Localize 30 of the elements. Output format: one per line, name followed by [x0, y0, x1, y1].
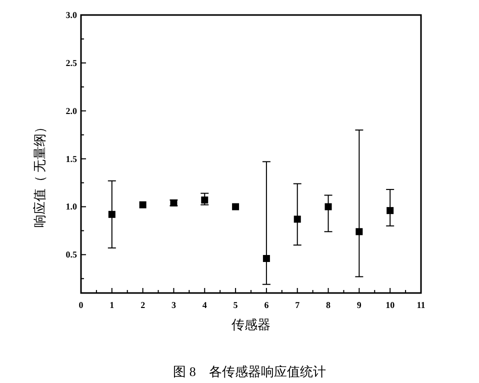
point [232, 203, 240, 210]
point [294, 216, 301, 223]
point [139, 201, 146, 208]
x-tick-label: 9 [356, 300, 362, 310]
y-axis-title: 响应值（ 无量纲） [32, 120, 47, 228]
y-tick-label: 3.0 [66, 10, 78, 20]
x-axis-title: 传感器 [232, 317, 270, 332]
x-tick-label: 3 [171, 300, 176, 310]
x-tick-label: 4 [202, 300, 208, 310]
point [201, 196, 208, 204]
y-tick-label: 2.5 [66, 58, 78, 68]
x-tick-label: 2 [140, 300, 146, 310]
x-tick-label: 5 [233, 300, 238, 310]
point [324, 203, 332, 210]
point [262, 254, 270, 262]
x-tick-label: 11 [416, 300, 426, 310]
x-tick-label: 8 [326, 300, 332, 310]
y-tick-label: 1.5 [66, 154, 78, 164]
x-tick-label: 1 [110, 300, 115, 310]
x-tick-label: 7 [295, 300, 300, 310]
point [108, 210, 116, 218]
y-tick-label: 2.0 [66, 106, 78, 116]
x-tick-label: 6 [264, 300, 270, 310]
point [356, 228, 363, 236]
x-tick-label: 10 [386, 300, 396, 310]
x-tick-label: 0 [78, 300, 84, 310]
caption: 图 8 各传感器响应值统计 [173, 364, 326, 379]
y-tick-label: 0.5 [66, 250, 78, 260]
point [386, 207, 394, 214]
y-tick-label: 1.0 [66, 202, 78, 212]
